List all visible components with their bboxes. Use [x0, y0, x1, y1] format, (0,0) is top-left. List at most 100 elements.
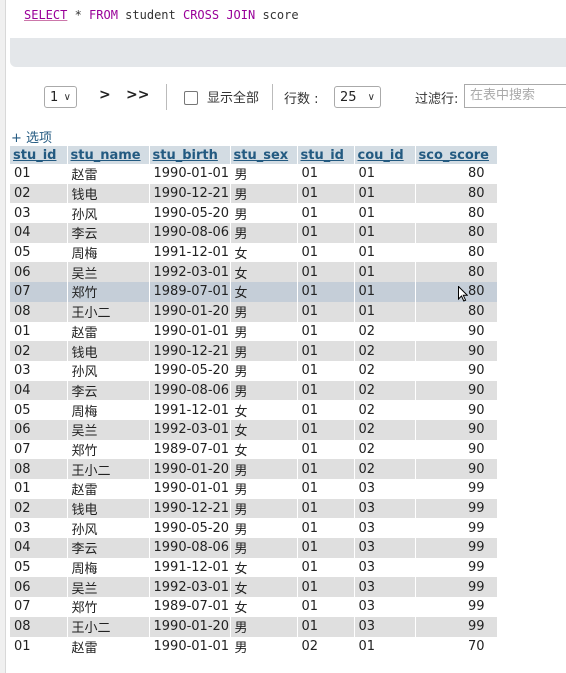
table-row[interactable]: 05 周梅 1991-12-01 女 01 01 80	[10, 242, 498, 263]
sql-keyword-select: SELECT	[24, 8, 68, 22]
cell-stu_id: 02	[297, 636, 355, 657]
cell-stu_name: 钱电	[67, 183, 150, 204]
cell-stu_id: 07	[10, 439, 68, 460]
last-page-button[interactable]: >>	[126, 87, 150, 103]
table-row[interactable]: 05 周梅 1991-12-01 女 01 03 99	[10, 557, 498, 578]
table-row[interactable]: 02 钱电 1990-12-21 男 01 03 99	[10, 498, 498, 519]
cell-stu_sex: 男	[230, 498, 298, 519]
cell-stu_birth: 1990-05-20	[149, 203, 231, 224]
cell-sco_score: 99	[415, 538, 498, 558]
cell-sco_score: 99	[415, 518, 498, 539]
cell-stu_birth: 1989-07-01	[149, 282, 231, 302]
cell-stu_id: 02	[10, 183, 68, 204]
filter-rows-label: 过滤行:	[415, 92, 459, 107]
table-row[interactable]: 07 郑竹 1989-07-01 女 01 01 80	[10, 282, 498, 302]
cell-sco_score: 80	[415, 242, 498, 263]
table-row[interactable]: 03 孙风 1990-05-20 男 01 02 90	[10, 360, 498, 381]
cell-sco_score: 90	[415, 439, 498, 460]
cell-stu_id: 01	[297, 577, 355, 598]
cell-sco_score: 90	[415, 321, 498, 342]
cell-stu_sex: 女	[230, 282, 298, 302]
table-row[interactable]: 02 钱电 1990-12-21 男 01 02 90	[10, 341, 498, 361]
table-row[interactable]: 08 王小二 1990-01-20 男 01 03 99	[10, 616, 498, 637]
table-row[interactable]: 05 周梅 1991-12-01 女 01 02 90	[10, 400, 498, 420]
cell-stu_sex: 女	[230, 400, 298, 420]
table-row[interactable]: 04 李云 1990-08-06 男 01 03 99	[10, 538, 498, 558]
rows-label: 行数 :	[284, 92, 319, 107]
column-header-sco_score[interactable]: sco_score	[415, 146, 498, 164]
column-header-stu_birth[interactable]: stu_birth	[149, 146, 231, 164]
table-row[interactable]: 01 赵雷 1990-01-01 男 01 01 80	[10, 164, 498, 184]
table-row[interactable]: 02 钱电 1990-12-21 男 01 01 80	[10, 183, 498, 204]
divider	[166, 84, 167, 110]
cell-stu_name: 王小二	[67, 459, 150, 479]
cell-stu_birth: 1990-05-20	[149, 518, 231, 539]
chevron-down-icon: ∨	[367, 92, 375, 103]
cell-cou_id: 02	[354, 439, 416, 460]
table-row[interactable]: 06 吴兰 1992-03-01 女 01 02 90	[10, 419, 498, 440]
rows-per-page-select[interactable]: 25 ∨	[334, 86, 381, 108]
cell-cou_id: 01	[354, 282, 416, 302]
cell-stu_id: 01	[297, 223, 355, 243]
cell-sco_score: 80	[415, 301, 498, 322]
show-all-checkbox[interactable]	[184, 91, 198, 105]
cell-stu_birth: 1992-03-01	[149, 262, 231, 283]
column-header-stu_sex[interactable]: stu_sex	[230, 146, 298, 164]
options-link[interactable]: + 选项	[11, 131, 53, 146]
cell-stu_id: 01	[297, 321, 355, 342]
cell-stu_id: 04	[10, 223, 68, 243]
cell-stu_name: 孙风	[67, 518, 150, 539]
cell-stu_birth: 1991-12-01	[149, 400, 231, 420]
cell-sco_score: 99	[415, 498, 498, 519]
cell-sco_score: 90	[415, 380, 498, 401]
cell-stu_name: 赵雷	[67, 164, 150, 184]
table-row[interactable]: 01 赵雷 1990-01-01 男 02 01 70	[10, 636, 498, 657]
table-row[interactable]: 07 郑竹 1989-07-01 女 01 03 99	[10, 597, 498, 617]
cell-stu_id: 01	[297, 282, 355, 302]
column-header-cou_id[interactable]: cou_id	[354, 146, 416, 164]
sql-query[interactable]: SELECT * FROM student CROSS JOIN score	[24, 8, 299, 22]
mouse-cursor-icon	[458, 286, 468, 302]
table-row[interactable]: 08 王小二 1990-01-20 男 01 02 90	[10, 459, 498, 479]
sql-keyword-from: FROM	[89, 8, 118, 22]
table-row[interactable]: 04 李云 1990-08-06 男 01 02 90	[10, 380, 498, 401]
next-page-button[interactable]: >	[99, 87, 111, 103]
cell-cou_id: 03	[354, 597, 416, 617]
table-row[interactable]: 01 赵雷 1990-01-01 男 01 03 99	[10, 479, 498, 499]
cell-cou_id: 01	[354, 164, 416, 184]
cell-stu_sex: 男	[230, 616, 298, 637]
page-select[interactable]: 1 ∨	[44, 86, 77, 108]
cell-stu_sex: 女	[230, 557, 298, 578]
cell-stu_id: 01	[297, 360, 355, 381]
table-row[interactable]: 06 吴兰 1992-03-01 女 01 03 99	[10, 577, 498, 598]
table-row[interactable]: 06 吴兰 1992-03-01 女 01 01 80	[10, 262, 498, 283]
table-row[interactable]: 07 郑竹 1989-07-01 女 01 02 90	[10, 439, 498, 460]
cell-stu_sex: 男	[230, 360, 298, 381]
cell-stu_name: 周梅	[67, 557, 150, 578]
cell-stu_name: 吴兰	[67, 577, 150, 598]
cell-stu_id: 01	[297, 242, 355, 263]
table-row[interactable]: 01 赵雷 1990-01-01 男 01 02 90	[10, 321, 498, 342]
cell-sco_score: 99	[415, 557, 498, 578]
column-header-stu_id[interactable]: stu_id	[297, 146, 355, 164]
column-header-stu_name[interactable]: stu_name	[67, 146, 150, 164]
cell-stu_id: 01	[297, 538, 355, 558]
cell-stu_id: 01	[297, 341, 355, 361]
page-select-value: 1	[50, 90, 59, 105]
filter-search-input[interactable]: 在表中搜索	[464, 84, 566, 108]
table-row[interactable]: 08 王小二 1990-01-20 男 01 01 80	[10, 301, 498, 322]
cell-stu_sex: 男	[230, 479, 298, 499]
cell-stu_birth: 1990-08-06	[149, 380, 231, 401]
column-header-stu_id[interactable]: stu_id	[10, 146, 68, 164]
cell-sco_score: 90	[415, 419, 498, 440]
cell-stu_id: 04	[10, 380, 68, 401]
table-row[interactable]: 03 孙风 1990-05-20 男 01 03 99	[10, 518, 498, 539]
table-row[interactable]: 04 李云 1990-08-06 男 01 01 80	[10, 223, 498, 243]
cell-sco_score: 80	[415, 282, 498, 302]
cell-sco_score: 80	[415, 164, 498, 184]
cell-stu_id: 01	[297, 479, 355, 499]
cell-stu_id: 06	[10, 577, 68, 598]
cell-stu_id: 01	[10, 164, 68, 184]
table-row[interactable]: 03 孙风 1990-05-20 男 01 01 80	[10, 203, 498, 224]
cell-stu_id: 01	[297, 557, 355, 578]
